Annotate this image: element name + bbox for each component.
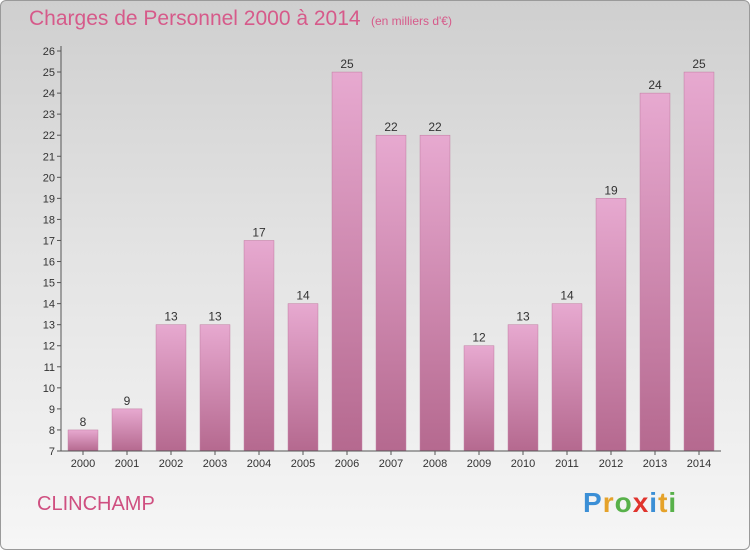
y-tick-label-14: 14 (43, 299, 55, 311)
value-label-2013: 24 (648, 78, 662, 92)
bar-2013 (639, 92, 671, 452)
y-tick-label-12: 12 (43, 341, 55, 353)
bar-2009 (463, 345, 495, 452)
y-tick-label-25: 25 (43, 67, 55, 79)
x-tick-label-2012: 2012 (599, 458, 623, 470)
x-tick-label-2001: 2001 (115, 458, 139, 470)
value-label-2002: 13 (164, 310, 178, 324)
value-label-2006: 25 (340, 57, 354, 71)
x-tick-label-2014: 2014 (687, 458, 711, 470)
bar-2001 (111, 408, 143, 452)
logo-letter: P (583, 487, 603, 518)
bar-2002 (155, 324, 187, 452)
logo-letter: i (668, 487, 678, 518)
value-label-2010: 13 (516, 310, 530, 324)
value-label-2011: 14 (560, 289, 574, 303)
chart-title: Charges de Personnel 2000 à 2014 (29, 7, 361, 30)
y-tick-label-24: 24 (43, 88, 55, 100)
bar-2006 (331, 71, 363, 452)
value-label-2012: 19 (604, 183, 618, 197)
y-tick-label-21: 21 (43, 151, 55, 163)
bar-2005 (287, 303, 319, 452)
bar-2008 (419, 134, 451, 452)
value-label-2008: 22 (428, 120, 442, 134)
bar-2012 (595, 198, 627, 452)
logo-letter: i (649, 487, 659, 518)
value-label-2000: 8 (80, 415, 87, 429)
x-tick-label-2003: 2003 (203, 458, 227, 470)
x-tick-label-2004: 2004 (247, 458, 271, 470)
x-tick-label-2008: 2008 (423, 458, 447, 470)
y-tick-label-10: 10 (43, 383, 55, 395)
value-label-2001: 9 (124, 394, 131, 408)
x-tick-label-2009: 2009 (467, 458, 491, 470)
y-tick-label-13: 13 (43, 320, 55, 332)
y-tick-label-11: 11 (44, 362, 55, 374)
bar-2004 (243, 240, 275, 452)
logo-letter: r (602, 487, 615, 518)
value-label-2009: 12 (472, 331, 486, 345)
value-label-2007: 22 (384, 120, 398, 134)
y-tick-label-8: 8 (49, 425, 55, 437)
bar-2010 (507, 324, 539, 452)
y-tick-label-19: 19 (43, 193, 55, 205)
bar-2000 (67, 429, 99, 452)
bar-2014 (683, 71, 715, 452)
bar-2003 (199, 324, 231, 452)
x-tick-label-2007: 2007 (379, 458, 403, 470)
value-label-2004: 17 (252, 225, 266, 239)
value-label-2005: 14 (296, 289, 310, 303)
y-tick-label-9: 9 (49, 404, 55, 416)
logo-letter: t (658, 487, 669, 518)
y-tick-label-7: 7 (49, 446, 55, 458)
value-label-2014: 25 (692, 57, 706, 71)
y-tick-label-22: 22 (43, 130, 55, 142)
y-tick-label-16: 16 (43, 257, 55, 269)
y-tick-label-23: 23 (43, 109, 55, 121)
y-tick-label-26: 26 (43, 46, 55, 58)
y-tick-label-18: 18 (43, 214, 55, 226)
y-tick-label-15: 15 (43, 278, 55, 290)
x-tick-label-2006: 2006 (335, 458, 359, 470)
y-tick-label-17: 17 (43, 235, 55, 247)
x-tick-label-2010: 2010 (511, 458, 535, 470)
logo-letter: o (614, 487, 633, 518)
axis-layer: 2000 2001 2002 2003 2004 2005 2006 2007 2008 2009… (43, 46, 721, 470)
x-tick-label-2002: 2002 (159, 458, 183, 470)
place-name: CLINCHAMP (37, 493, 155, 515)
x-tick-label-2013: 2013 (643, 458, 667, 470)
proxiti-logo: Proxiti (583, 487, 677, 519)
chart-subtitle: (en milliers d'€) (371, 14, 452, 28)
y-tick-label-20: 20 (43, 172, 55, 184)
logo-letter: x (632, 487, 650, 518)
bar-2011 (551, 303, 583, 452)
bar-2007 (375, 134, 407, 452)
value-label-2003: 13 (208, 310, 222, 324)
bars-layer: 8 9 13 13 17 14 25 22 22 12 13 14 19 24 25 (67, 57, 715, 452)
x-tick-label-2000: 2000 (71, 458, 95, 470)
x-tick-label-2005: 2005 (291, 458, 315, 470)
x-tick-label-2011: 2011 (555, 458, 579, 470)
